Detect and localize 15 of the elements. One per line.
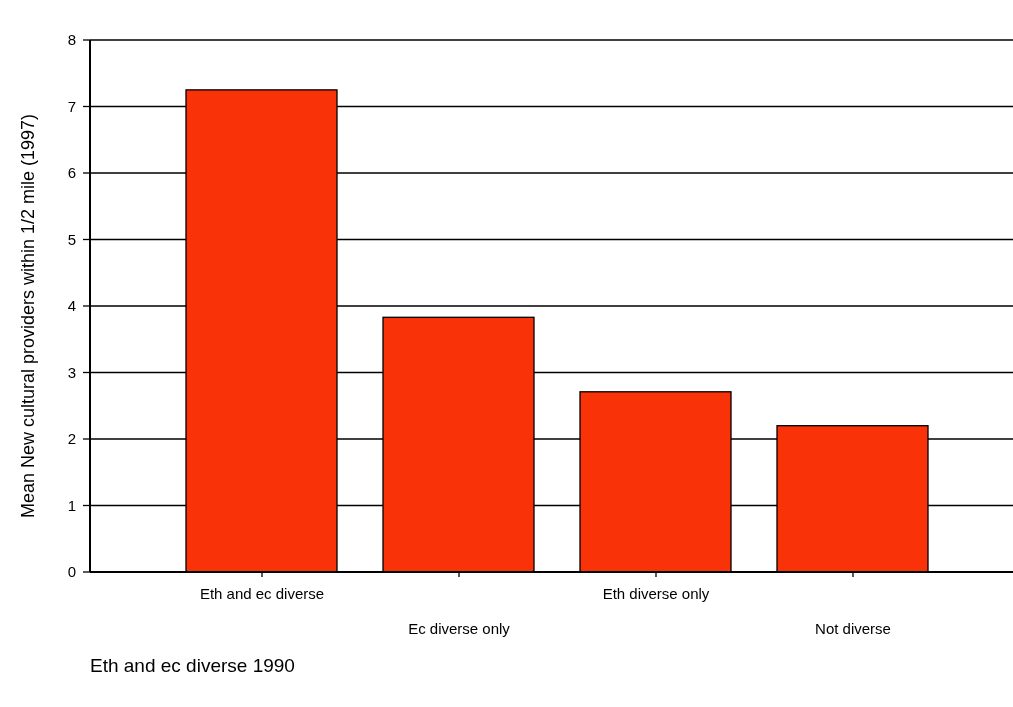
y-tick-label: 0 [67, 563, 76, 581]
y-axis-title: Mean New cultural providers within 1/2 mile (1997) [18, 113, 38, 519]
x-tick-label: Eth diverse only [602, 585, 710, 602]
y-tick-label: 2 [67, 430, 76, 448]
y-tick-label: 3 [67, 363, 76, 381]
x-tick-label: Ec diverse only [408, 620, 511, 637]
x-tick-label: Eth and ec diverse [199, 585, 325, 602]
y-tick-label: 7 [67, 97, 76, 115]
x-axis-title: Eth and ec diverse 1990 [90, 655, 295, 676]
y-tick-label: 5 [67, 230, 76, 248]
x-tick-label: Not diverse [815, 620, 891, 637]
y-tick-label: 8 [67, 31, 76, 49]
y-tick-label: 4 [67, 297, 76, 315]
y-tick-label: 6 [67, 164, 76, 182]
y-tick-label: 1 [67, 496, 76, 514]
